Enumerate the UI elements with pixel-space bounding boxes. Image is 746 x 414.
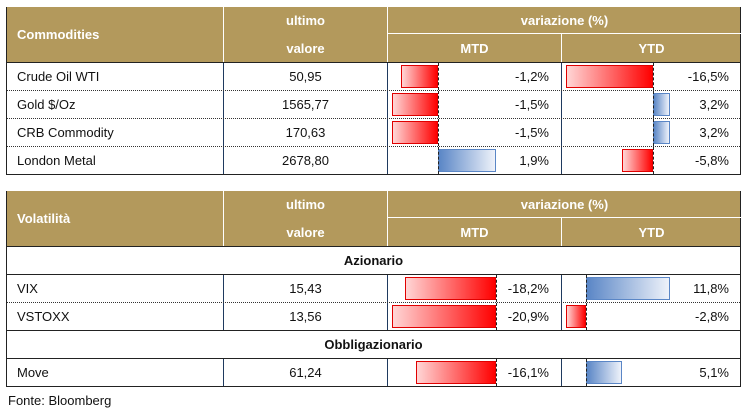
negative-data-bar bbox=[415, 361, 496, 384]
commodities-table: Commodities ultimo valore variazione (%) MTD… bbox=[6, 7, 741, 175]
section-row: Obbligazionario bbox=[7, 330, 740, 358]
bar-axis bbox=[437, 119, 439, 146]
row-name: Crude Oil WTI bbox=[7, 63, 224, 90]
row-value: 15,43 bbox=[224, 275, 388, 302]
row-name: VSTOXX bbox=[7, 303, 224, 330]
row-name: London Metal bbox=[7, 147, 224, 174]
row-name: Gold $/Oz bbox=[7, 91, 224, 118]
bar-axis bbox=[653, 147, 655, 174]
negative-data-bar bbox=[622, 149, 654, 172]
ytd-cell: 3,2% bbox=[562, 91, 741, 118]
negative-data-bar bbox=[392, 305, 496, 328]
table-row: Gold $/Oz 1565,77 -1,5% 3,2% bbox=[7, 90, 740, 118]
header-value-line2: valore bbox=[224, 218, 388, 246]
header-mtd: MTD bbox=[388, 218, 562, 246]
volatility-table: Volatilità ultimo valore variazione (%) MTD Y… bbox=[6, 191, 741, 387]
bar-axis bbox=[653, 91, 655, 118]
ytd-cell: -2,8% bbox=[562, 303, 741, 330]
bar-axis bbox=[437, 63, 439, 90]
header-value-line1: ultimo bbox=[224, 191, 388, 218]
table-row: London Metal 2678,80 1,9% -5,8% bbox=[7, 146, 740, 174]
mtd-percent: -20,9% bbox=[507, 309, 549, 324]
header-change: variazione (%) bbox=[388, 191, 741, 218]
ytd-percent: 3,2% bbox=[699, 97, 729, 112]
header-value-line2: valore bbox=[224, 34, 388, 62]
row-value: 170,63 bbox=[224, 119, 388, 146]
bar-axis bbox=[585, 303, 587, 330]
bar-axis bbox=[653, 63, 655, 90]
source-note: Fonte: Bloomberg bbox=[8, 393, 112, 408]
bar-axis bbox=[653, 119, 655, 146]
mtd-percent: -18,2% bbox=[507, 281, 549, 296]
ytd-percent: 11,8% bbox=[693, 281, 729, 296]
row-value: 61,24 bbox=[224, 359, 388, 386]
bar-axis bbox=[496, 359, 497, 386]
negative-data-bar bbox=[392, 121, 438, 144]
negative-data-bar bbox=[401, 65, 438, 88]
bar-axis bbox=[496, 275, 497, 302]
ytd-cell: -16,5% bbox=[562, 63, 741, 90]
ytd-percent: -2,8% bbox=[695, 309, 729, 324]
row-value: 2678,80 bbox=[224, 147, 388, 174]
mtd-percent: -16,1% bbox=[507, 365, 549, 380]
mtd-percent: 1,9% bbox=[519, 153, 549, 168]
header-ytd: YTD bbox=[638, 40, 665, 56]
bar-axis bbox=[585, 359, 587, 386]
ytd-percent: 5,1% bbox=[699, 365, 729, 380]
positive-data-bar bbox=[437, 149, 496, 172]
mtd-cell: -1,2% bbox=[388, 63, 562, 90]
mtd-cell: -16,1% bbox=[388, 359, 562, 386]
header-value-line1: ultimo bbox=[224, 7, 388, 34]
header-change: variazione (%) bbox=[388, 7, 741, 34]
ytd-cell: 3,2% bbox=[562, 119, 741, 146]
bar-axis bbox=[437, 91, 439, 118]
mtd-percent: -1,5% bbox=[515, 97, 549, 112]
table-header: Volatilità ultimo valore variazione (%) MTD Y… bbox=[7, 191, 741, 246]
table-row: CRB Commodity 170,63 -1,5% 3,2% bbox=[7, 118, 740, 146]
section-row: Azionario bbox=[7, 246, 740, 274]
header-mtd: MTD bbox=[388, 34, 562, 62]
positive-data-bar bbox=[653, 93, 670, 116]
mtd-percent: -1,5% bbox=[515, 125, 549, 140]
bar-axis bbox=[437, 147, 439, 174]
table-row: VIX 15,43 -18,2% 11,8% bbox=[7, 274, 740, 302]
ytd-percent: -16,5% bbox=[687, 69, 729, 84]
positive-data-bar bbox=[585, 277, 670, 300]
mtd-percent: -1,2% bbox=[515, 69, 549, 84]
row-name: CRB Commodity bbox=[7, 119, 224, 146]
mtd-cell: -1,5% bbox=[388, 91, 562, 118]
ytd-cell: 5,1% bbox=[562, 359, 741, 386]
row-value: 1565,77 bbox=[224, 91, 388, 118]
table-row: VSTOXX 13,56 -20,9% -2,8% bbox=[7, 302, 740, 330]
positive-data-bar bbox=[585, 361, 623, 384]
mtd-cell: -1,5% bbox=[388, 119, 562, 146]
table-header: Commodities ultimo valore variazione (%) MTD… bbox=[7, 7, 741, 62]
table-row: Crude Oil WTI 50,95 -1,2% -16,5% bbox=[7, 62, 740, 90]
header-title: Commodities bbox=[7, 7, 224, 62]
header-title: Volatilità bbox=[7, 191, 224, 246]
negative-data-bar bbox=[566, 65, 654, 88]
ytd-cell: -5,8% bbox=[562, 147, 741, 174]
ytd-cell: 11,8% bbox=[562, 275, 741, 302]
bar-axis bbox=[585, 275, 587, 302]
negative-data-bar bbox=[405, 277, 496, 300]
bar-axis bbox=[496, 303, 497, 330]
mtd-cell: -20,9% bbox=[388, 303, 562, 330]
negative-data-bar bbox=[566, 305, 586, 328]
row-value: 50,95 bbox=[224, 63, 388, 90]
mtd-cell: 1,9% bbox=[388, 147, 562, 174]
table-row: Move 61,24 -16,1% 5,1% bbox=[7, 358, 740, 386]
ytd-percent: 3,2% bbox=[699, 125, 729, 140]
mtd-cell: -18,2% bbox=[388, 275, 562, 302]
row-value: 13,56 bbox=[224, 303, 388, 330]
negative-data-bar bbox=[392, 93, 438, 116]
positive-data-bar bbox=[653, 121, 670, 144]
ytd-percent: -5,8% bbox=[695, 153, 729, 168]
header-ytd: YTD bbox=[638, 224, 665, 240]
row-name: Move bbox=[7, 359, 224, 386]
row-name: VIX bbox=[7, 275, 224, 302]
